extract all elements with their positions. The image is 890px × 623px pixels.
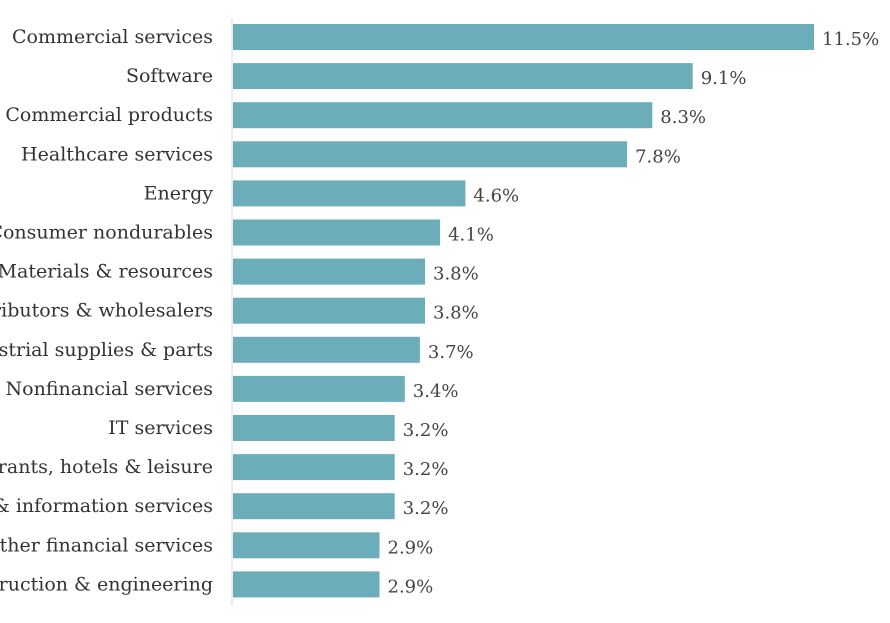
value-label: 3.8% [433, 303, 479, 324]
category-label: Materials & resources [0, 261, 213, 283]
bars-group [233, 24, 814, 598]
value-label: 3.2% [403, 459, 449, 480]
value-label: 3.2% [403, 498, 449, 519]
value-label: 11.5% [822, 29, 879, 50]
value-label: 4.1% [448, 225, 494, 246]
value-label: 2.9% [388, 576, 434, 597]
value-label: 2.9% [388, 537, 434, 558]
value-label: 3.2% [403, 420, 449, 441]
category-labels-group: Commercial services Software Commercial pr… [0, 26, 213, 595]
bar [233, 24, 814, 50]
category-label: Nonfinancial services [6, 378, 213, 400]
bar [233, 375, 405, 402]
category-label: Energy [144, 182, 214, 204]
category-label: Restaurants, hotels & leisure [0, 456, 213, 478]
category-label: Commercial products [5, 104, 213, 126]
category-label: Software [126, 65, 213, 87]
bar [233, 219, 441, 246]
bar [233, 297, 425, 324]
value-labels-group: 11.5% 9.1% 8.3% 7.8% 4.6% 4.1% 3.8% 3.8% 3.7% 3.4… [388, 29, 880, 597]
category-label: Industrial supplies & parts [0, 339, 213, 361]
bar [233, 415, 395, 441]
category-label: Healthcare services [21, 143, 213, 165]
category-label: Consumer nondurables [0, 222, 213, 244]
category-label: Other financial services [0, 534, 213, 556]
bar [233, 454, 395, 481]
bar [233, 258, 425, 285]
bar [233, 63, 693, 90]
category-label: Construction & engineering [0, 573, 213, 595]
category-label: Commercial services [12, 26, 213, 48]
value-label: 3.7% [428, 342, 474, 363]
bar [233, 102, 653, 129]
value-label: 3.8% [433, 264, 479, 285]
bar [233, 571, 380, 598]
value-label: 4.6% [473, 185, 519, 206]
value-label: 9.1% [701, 68, 747, 89]
value-label: 7.8% [635, 146, 681, 167]
value-label: 8.3% [660, 107, 706, 128]
category-label: IT services [108, 417, 213, 439]
bar [233, 493, 395, 520]
category-label: Distributors & wholesalers [0, 300, 213, 322]
bar [233, 180, 466, 207]
category-label: Media & information services [0, 495, 213, 517]
bar [233, 532, 380, 559]
bar [233, 141, 628, 168]
bar [233, 336, 420, 363]
value-label: 3.4% [413, 381, 459, 402]
